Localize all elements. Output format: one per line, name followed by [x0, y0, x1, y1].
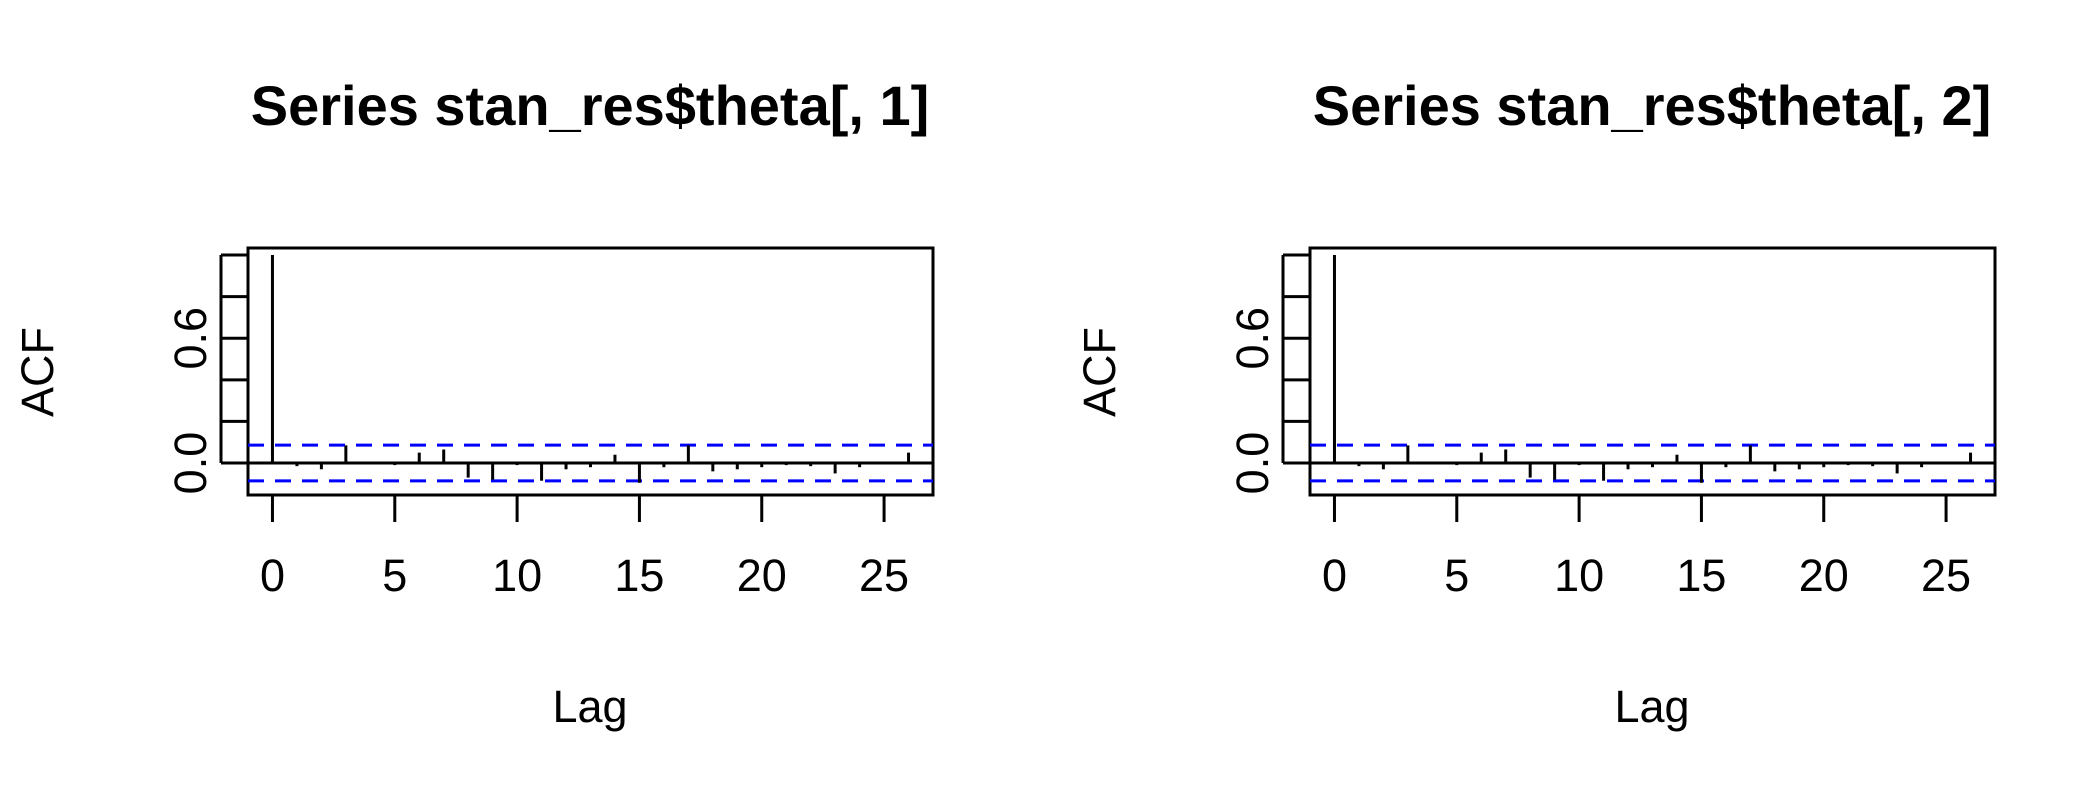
x-tick-label: 5 — [382, 550, 407, 601]
x-tick-label: 15 — [1676, 550, 1726, 601]
x-tick-label: 15 — [614, 550, 664, 601]
y-axis-label: ACF — [12, 327, 63, 417]
x-tick-label: 0 — [260, 550, 285, 601]
x-tick-label: 10 — [1554, 550, 1604, 601]
plot-marks: 0 5 10 15 20 25 0.0 0.6 — [165, 253, 933, 601]
acf-panel-theta-1: Series stan_res$theta[, 1] ACF Lag 0 5 10 1… — [12, 74, 935, 732]
x-tick-label: 25 — [1921, 550, 1971, 601]
x-tick-label: 25 — [859, 550, 909, 601]
x-tick-label: 0 — [1322, 550, 1347, 601]
plot-marks: 0 5 10 15 20 25 0.0 0.6 — [1227, 253, 1995, 601]
x-tick-label: 10 — [492, 550, 542, 601]
chart-title: Series stan_res$theta[, 2] — [1313, 74, 1992, 137]
x-tick-label: 5 — [1444, 550, 1469, 601]
y-tick-label: 0.0 — [165, 432, 216, 495]
x-tick-label: 20 — [737, 550, 787, 601]
acf-panel-theta-2: Series stan_res$theta[, 2] ACF Lag 0 5 10 1… — [1074, 74, 1997, 732]
y-tick-label: 0.6 — [1227, 307, 1278, 370]
y-tick-label: 0.0 — [1227, 432, 1278, 495]
plot-frame — [1308, 246, 1997, 497]
y-tick-label: 0.6 — [165, 307, 216, 370]
x-axis-label: Lag — [552, 681, 627, 732]
plot-frame — [246, 246, 935, 497]
chart-title: Series stan_res$theta[, 1] — [251, 74, 930, 137]
x-axis-label: Lag — [1614, 681, 1689, 732]
y-axis-label: ACF — [1074, 327, 1125, 417]
x-tick-label: 20 — [1799, 550, 1849, 601]
